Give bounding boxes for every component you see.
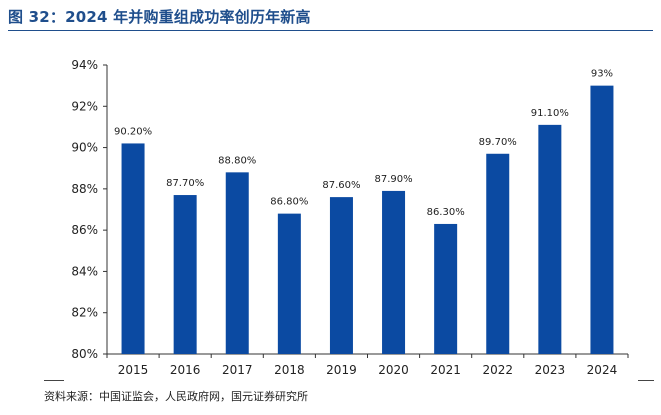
x-tick-label-2021: 2021 bbox=[430, 363, 461, 377]
x-tick-label-2016: 2016 bbox=[170, 363, 201, 377]
y-tick-label: 92% bbox=[71, 99, 98, 113]
x-tick-label-2019: 2019 bbox=[326, 363, 357, 377]
bar-2017 bbox=[225, 172, 249, 354]
data-labels: 90.20% 87.70% 88.80% 86.80% 87.60% 87.90% 86.3… bbox=[114, 69, 613, 218]
source-note: 资料来源：中国证监会，人民政府网，国元证券研究所 bbox=[44, 390, 308, 403]
data-label-2021: 86.30% bbox=[427, 207, 465, 218]
source-divider-left bbox=[44, 380, 64, 381]
bars bbox=[121, 85, 614, 355]
x-axis: 2015 2016 2017 2018 2019 2020 2021 2022 2023 2024 bbox=[106, 353, 629, 377]
bar-2022 bbox=[486, 153, 510, 354]
data-label-2015: 90.20% bbox=[114, 126, 152, 137]
bar-2018 bbox=[277, 213, 301, 354]
bar-2021 bbox=[434, 223, 458, 354]
x-tick-label-2018: 2018 bbox=[274, 363, 305, 377]
bar-2024 bbox=[590, 85, 614, 355]
data-label-2019: 87.60% bbox=[322, 180, 360, 191]
y-tick-label: 86% bbox=[71, 223, 98, 237]
y-tick-label: 82% bbox=[71, 306, 98, 320]
x-tick-label-2022: 2022 bbox=[482, 363, 513, 377]
data-label-2018: 86.80% bbox=[270, 197, 308, 208]
x-tick-label-2020: 2020 bbox=[378, 363, 409, 377]
data-label-2022: 89.70% bbox=[479, 137, 517, 148]
source-divider-right bbox=[638, 380, 654, 381]
bar-2023 bbox=[538, 124, 562, 354]
y-tick-label: 80% bbox=[71, 347, 98, 361]
bar-2020 bbox=[382, 190, 406, 354]
y-tick-label: 88% bbox=[71, 182, 98, 196]
bar-2016 bbox=[173, 195, 197, 354]
y-tick-label: 90% bbox=[71, 141, 98, 155]
x-tick-label-2024: 2024 bbox=[587, 363, 618, 377]
x-tick-label-2017: 2017 bbox=[222, 363, 253, 377]
y-axis: 80% 82% 84% 86% 88% 90% 92% 94% bbox=[71, 58, 108, 361]
chart-title: 图 32：2024 年并购重组成功率创历年新高 bbox=[8, 8, 311, 26]
bar-2019 bbox=[329, 197, 353, 354]
y-tick-label: 94% bbox=[71, 58, 98, 72]
y-tick-label: 84% bbox=[71, 264, 98, 278]
data-label-2017: 88.80% bbox=[218, 155, 256, 166]
x-tick-label-2023: 2023 bbox=[535, 363, 566, 377]
data-label-2016: 87.70% bbox=[166, 178, 204, 189]
title-divider bbox=[8, 30, 653, 31]
data-label-2023: 91.10% bbox=[531, 108, 569, 119]
data-label-2020: 87.90% bbox=[374, 174, 412, 185]
bar-2015 bbox=[121, 143, 145, 354]
x-tick-label-2015: 2015 bbox=[118, 363, 149, 377]
data-label-2024: 93% bbox=[591, 69, 613, 80]
